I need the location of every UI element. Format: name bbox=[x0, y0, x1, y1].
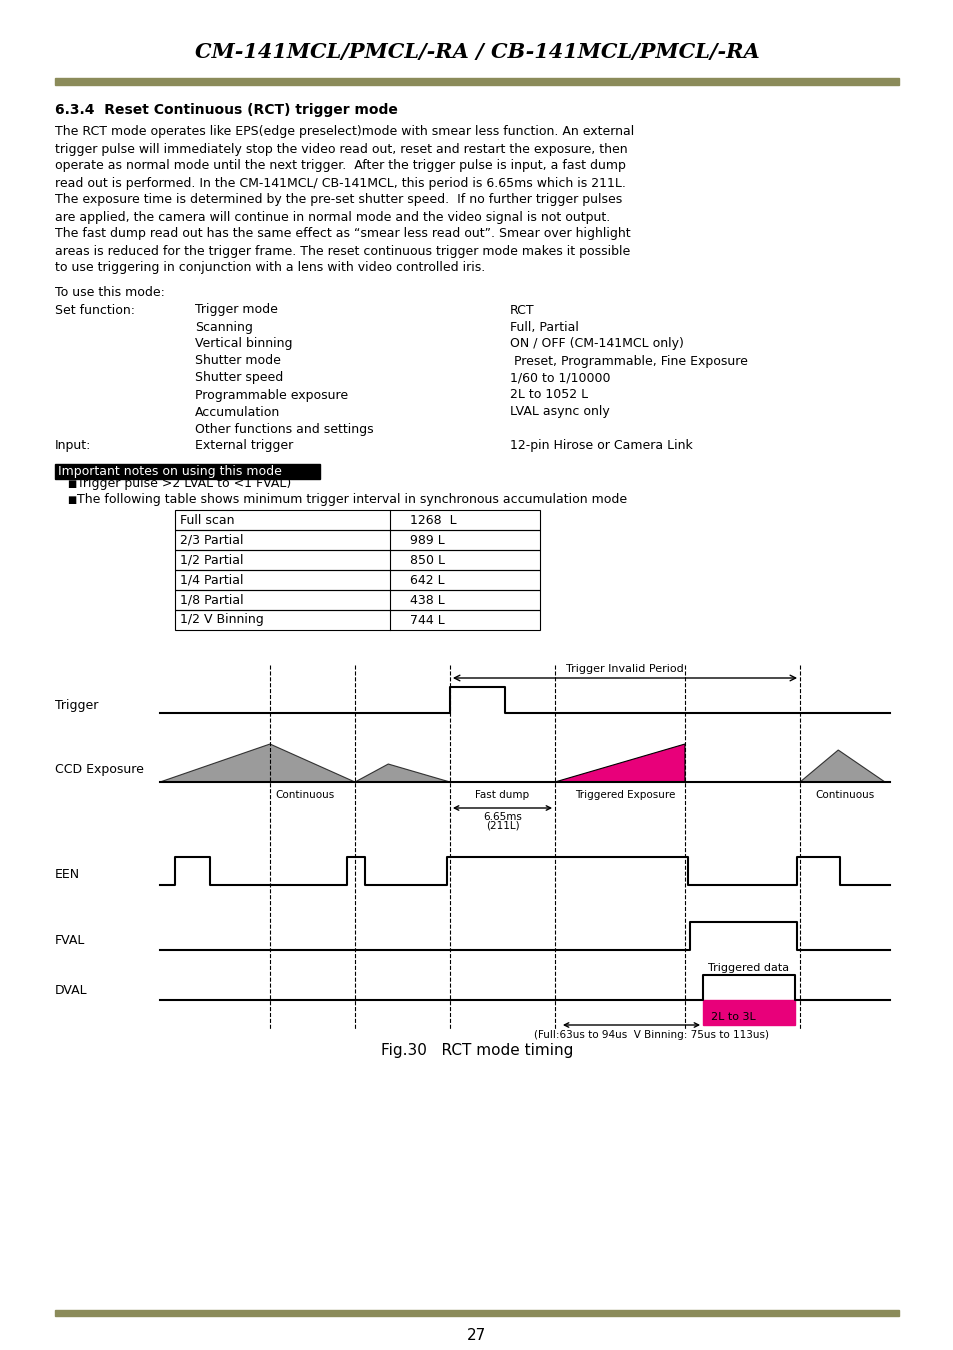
Text: EEN: EEN bbox=[55, 868, 80, 882]
Text: read out is performed. In the CM-141MCL/ CB-141MCL, this period is 6.65ms which : read out is performed. In the CM-141MCL/… bbox=[55, 177, 625, 189]
Text: to use triggering in conjunction with a lens with video controlled iris.: to use triggering in conjunction with a … bbox=[55, 262, 485, 274]
Text: Trigger: Trigger bbox=[55, 698, 98, 711]
Text: 744 L: 744 L bbox=[410, 613, 444, 626]
Text: The exposure time is determined by the pre-set shutter speed.  If no further tri: The exposure time is determined by the p… bbox=[55, 193, 621, 207]
Bar bbox=[174, 549, 539, 570]
Text: Full scan: Full scan bbox=[180, 513, 234, 526]
Text: 1/4 Partial: 1/4 Partial bbox=[180, 574, 243, 586]
Text: 850 L: 850 L bbox=[410, 554, 444, 567]
Text: Fast dump: Fast dump bbox=[475, 790, 529, 801]
Text: Continuous: Continuous bbox=[815, 790, 874, 801]
Text: Fig.30   RCT mode timing: Fig.30 RCT mode timing bbox=[380, 1042, 573, 1057]
Text: Trigger mode: Trigger mode bbox=[194, 304, 277, 316]
Text: 1/2 V Binning: 1/2 V Binning bbox=[180, 613, 263, 626]
Text: External trigger: External trigger bbox=[194, 440, 293, 452]
Text: 27: 27 bbox=[467, 1327, 486, 1342]
Text: 2L to 1052 L: 2L to 1052 L bbox=[510, 389, 587, 401]
Text: 989 L: 989 L bbox=[410, 533, 444, 547]
Text: To use this mode:: To use this mode: bbox=[55, 286, 165, 300]
Text: 1/8 Partial: 1/8 Partial bbox=[180, 594, 243, 606]
Text: Programmable exposure: Programmable exposure bbox=[194, 389, 348, 401]
Text: Continuous: Continuous bbox=[275, 790, 335, 801]
Bar bbox=[55, 78, 898, 85]
Text: Full, Partial: Full, Partial bbox=[510, 320, 578, 333]
Text: Triggered data: Triggered data bbox=[708, 963, 789, 973]
Text: CM-141MCL/PMCL/-RA / CB-141MCL/PMCL/-RA: CM-141MCL/PMCL/-RA / CB-141MCL/PMCL/-RA bbox=[194, 42, 759, 62]
Bar bbox=[174, 590, 539, 610]
Text: Vertical binning: Vertical binning bbox=[194, 338, 293, 351]
Text: Trigger pulse >2 LVAL to <1 FVAL): Trigger pulse >2 LVAL to <1 FVAL) bbox=[77, 478, 291, 490]
Text: FVAL: FVAL bbox=[55, 933, 85, 946]
Bar bbox=[174, 510, 539, 531]
Text: are applied, the camera will continue in normal mode and the video signal is not: are applied, the camera will continue in… bbox=[55, 211, 610, 224]
Text: 1/60 to 1/10000: 1/60 to 1/10000 bbox=[510, 371, 610, 385]
Polygon shape bbox=[555, 744, 684, 782]
Text: trigger pulse will immediately stop the video read out, reset and restart the ex: trigger pulse will immediately stop the … bbox=[55, 143, 627, 155]
Text: 1268  L: 1268 L bbox=[410, 513, 456, 526]
Text: Set function:: Set function: bbox=[55, 304, 135, 316]
Text: Shutter speed: Shutter speed bbox=[194, 371, 283, 385]
Bar bbox=[174, 570, 539, 590]
Text: Triggered Exposure: Triggered Exposure bbox=[575, 790, 675, 801]
Text: DVAL: DVAL bbox=[55, 984, 88, 996]
Text: 6.65ms: 6.65ms bbox=[482, 811, 521, 822]
Text: 12-pin Hirose or Camera Link: 12-pin Hirose or Camera Link bbox=[510, 440, 692, 452]
Text: Trigger Invalid Period: Trigger Invalid Period bbox=[565, 664, 683, 674]
Text: 642 L: 642 L bbox=[410, 574, 444, 586]
Text: 2L to 3L: 2L to 3L bbox=[710, 1012, 755, 1022]
Text: areas is reduced for the trigger frame. The reset continuous trigger mode makes : areas is reduced for the trigger frame. … bbox=[55, 244, 630, 258]
Text: (Full:63us to 94us  V Binning: 75us to 113us): (Full:63us to 94us V Binning: 75us to 11… bbox=[534, 1030, 768, 1040]
Text: RCT: RCT bbox=[510, 304, 534, 316]
Text: CCD Exposure: CCD Exposure bbox=[55, 764, 144, 776]
Text: 6.3.4  Reset Continuous (RCT) trigger mode: 6.3.4 Reset Continuous (RCT) trigger mod… bbox=[55, 103, 397, 117]
Text: LVAL async only: LVAL async only bbox=[510, 405, 609, 418]
Text: 1/2 Partial: 1/2 Partial bbox=[180, 554, 243, 567]
Polygon shape bbox=[160, 744, 355, 782]
Text: Input:: Input: bbox=[55, 440, 91, 452]
Text: Important notes on using this mode: Important notes on using this mode bbox=[58, 464, 281, 478]
Bar bbox=[55, 464, 319, 479]
Text: (211L): (211L) bbox=[485, 821, 518, 832]
Text: ■: ■ bbox=[67, 479, 76, 489]
Polygon shape bbox=[800, 751, 884, 782]
Text: Scanning: Scanning bbox=[194, 320, 253, 333]
Polygon shape bbox=[355, 764, 450, 782]
Bar bbox=[174, 531, 539, 549]
Text: ■: ■ bbox=[67, 495, 76, 505]
Text: Other functions and settings: Other functions and settings bbox=[194, 423, 374, 436]
Bar bbox=[55, 1310, 898, 1316]
Bar bbox=[702, 1000, 794, 1025]
Text: 438 L: 438 L bbox=[410, 594, 444, 606]
Text: The RCT mode operates like EPS(edge preselect)mode with smear less function. An : The RCT mode operates like EPS(edge pres… bbox=[55, 126, 634, 139]
Text: The following table shows minimum trigger interval in synchronous accumulation m: The following table shows minimum trigge… bbox=[77, 494, 626, 506]
Text: Shutter mode: Shutter mode bbox=[194, 355, 280, 367]
Text: ON / OFF (CM-141MCL only): ON / OFF (CM-141MCL only) bbox=[510, 338, 683, 351]
Text: Accumulation: Accumulation bbox=[194, 405, 280, 418]
Bar bbox=[174, 610, 539, 630]
Text: 2/3 Partial: 2/3 Partial bbox=[180, 533, 243, 547]
Text: operate as normal mode until the next trigger.  After the trigger pulse is input: operate as normal mode until the next tr… bbox=[55, 159, 625, 173]
Text: The fast dump read out has the same effect as “smear less read out”. Smear over : The fast dump read out has the same effe… bbox=[55, 228, 630, 240]
Text: Preset, Programmable, Fine Exposure: Preset, Programmable, Fine Exposure bbox=[510, 355, 747, 367]
